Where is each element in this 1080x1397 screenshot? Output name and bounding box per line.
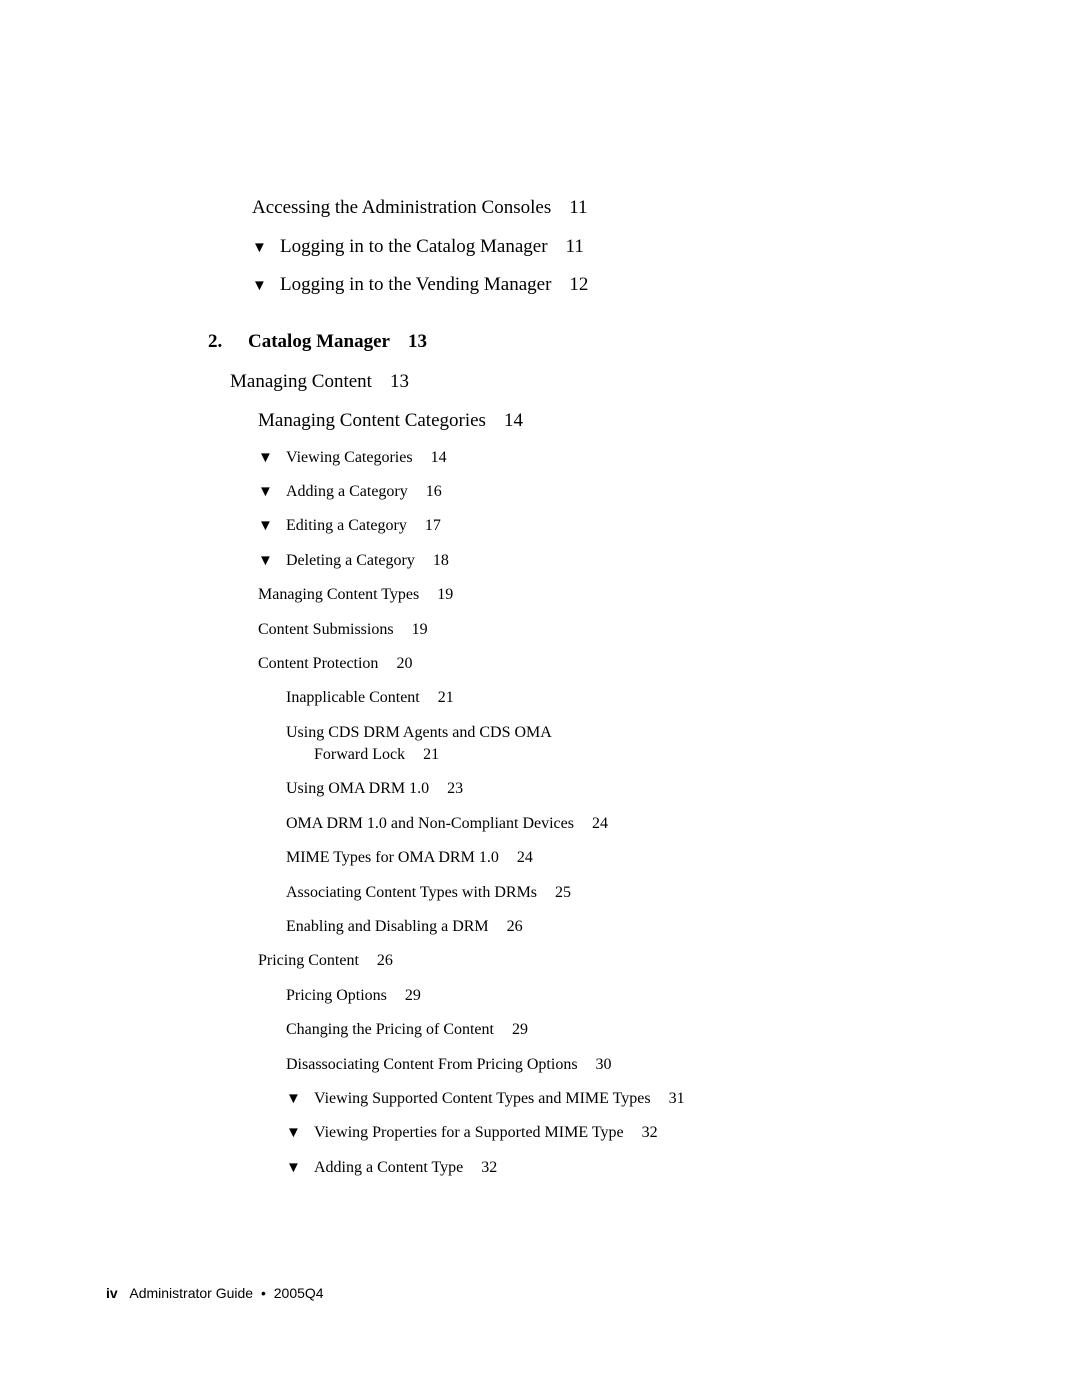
toc-title: Adding a Category	[286, 483, 408, 500]
toc-page: 19	[437, 586, 453, 603]
toc-page: 21	[438, 689, 454, 706]
footer-date: 2005Q4	[274, 1285, 324, 1301]
toc-entry: Content Protection 20	[258, 653, 950, 675]
toc-entry-bullet: ▼ Deleting a Category 18	[258, 550, 950, 572]
toc-title: Accessing the Administration Consoles	[252, 197, 551, 218]
toc-page: 12	[569, 274, 588, 295]
toc-page: 19	[412, 621, 428, 638]
page-footer: iv Administrator Guide • 2005Q4	[106, 1285, 324, 1301]
toc-entry-bullet: ▼ Editing a Category 17	[258, 515, 950, 537]
toc-title: Content Protection	[258, 655, 378, 672]
toc-entry: Content Submissions 19	[258, 619, 950, 641]
chapter-title: Catalog Manager	[248, 331, 390, 352]
toc-page: 14	[504, 410, 523, 431]
toc-page: 32	[481, 1159, 497, 1176]
toc-page: 21	[423, 746, 439, 763]
toc-page: 13	[408, 331, 427, 352]
toc-entry: Managing Content 13	[230, 369, 950, 396]
toc-title: Logging in to the Vending Manager	[280, 274, 551, 295]
footer-page-number: iv	[106, 1285, 118, 1301]
toc-entry: Inapplicable Content 21	[286, 687, 950, 709]
toc-title: Disassociating Content From Pricing Opti…	[286, 1056, 578, 1073]
toc-entry-bullet: ▼ Logging in to the Catalog Manager 11	[252, 234, 950, 261]
bullet-icon: ▼	[252, 238, 264, 259]
toc-title: Deleting a Category	[286, 552, 415, 569]
toc-title: Forward Lock	[314, 746, 405, 763]
toc-title: MIME Types for OMA DRM 1.0	[286, 849, 499, 866]
bullet-icon: ▼	[258, 448, 270, 469]
toc-title: OMA DRM 1.0 and Non-Compliant Devices	[286, 815, 574, 832]
toc-page: 32	[642, 1124, 658, 1141]
toc-chapter: 2.Catalog Manager 13	[208, 329, 950, 356]
toc-entry: Enabling and Disabling a DRM 26	[286, 916, 950, 938]
toc-title: Logging in to the Catalog Manager	[280, 236, 548, 257]
bullet-icon: ▼	[258, 516, 270, 537]
toc-page: 24	[592, 815, 608, 832]
bullet-icon: ▼	[286, 1123, 298, 1144]
toc-page: 29	[512, 1021, 528, 1038]
toc-title: Viewing Supported Content Types and MIME…	[314, 1090, 651, 1107]
toc-page: 18	[433, 552, 449, 569]
toc-title: Viewing Categories	[286, 449, 413, 466]
toc-entry-bullet: ▼ Adding a Category 16	[258, 481, 950, 503]
toc-entry-bullet: ▼ Adding a Content Type 32	[286, 1157, 950, 1179]
toc-entry-bullet: ▼ Viewing Categories 14	[258, 447, 950, 469]
toc-entry: Associating Content Types with DRMs 25	[286, 882, 950, 904]
toc-page: 11	[566, 236, 584, 257]
toc-title: Managing Content Categories	[258, 410, 486, 431]
toc-entry: Using CDS DRM Agents and CDS OMA	[286, 722, 686, 744]
bullet-icon: ▼	[286, 1158, 298, 1179]
toc-title: Inapplicable Content	[286, 689, 420, 706]
toc-title: Managing Content	[230, 371, 372, 392]
toc-page: 25	[555, 884, 571, 901]
chapter-number: 2.	[208, 329, 248, 356]
toc-title: Viewing Properties for a Supported MIME …	[314, 1124, 624, 1141]
toc-title: Pricing Content	[258, 952, 359, 969]
footer-doc-title: Administrator Guide	[129, 1285, 253, 1301]
toc-page: 26	[377, 952, 393, 969]
toc-entry-bullet: ▼ Viewing Supported Content Types and MI…	[286, 1088, 950, 1110]
toc-title: Pricing Options	[286, 987, 387, 1004]
bullet-icon: ▼	[286, 1089, 298, 1110]
toc-title: Content Submissions	[258, 621, 394, 638]
toc-page: 13	[390, 371, 409, 392]
toc-page: 30	[596, 1056, 612, 1073]
toc-entry-continuation: Forward Lock 21	[314, 744, 950, 766]
toc-title: Using CDS DRM Agents and CDS OMA	[286, 724, 552, 741]
toc-title: Using OMA DRM 1.0	[286, 780, 429, 797]
toc-entry: MIME Types for OMA DRM 1.0 24	[286, 847, 950, 869]
footer-separator: •	[261, 1285, 266, 1301]
toc-entry: Using OMA DRM 1.0 23	[286, 778, 950, 800]
toc-title: Changing the Pricing of Content	[286, 1021, 494, 1038]
toc-page: 14	[431, 449, 447, 466]
bullet-icon: ▼	[252, 276, 264, 297]
toc-entry: Pricing Options 29	[286, 985, 950, 1007]
toc-title: Enabling and Disabling a DRM	[286, 918, 489, 935]
toc-entry: Changing the Pricing of Content 29	[286, 1019, 950, 1041]
toc-page: 20	[396, 655, 412, 672]
bullet-icon: ▼	[258, 551, 270, 572]
toc-entry: Managing Content Categories 14	[258, 408, 950, 435]
toc-page: 23	[447, 780, 463, 797]
toc-entry: Disassociating Content From Pricing Opti…	[286, 1054, 950, 1076]
toc-title: Adding a Content Type	[314, 1159, 463, 1176]
toc-page: 11	[569, 197, 587, 218]
toc-entry: Accessing the Administration Consoles 11	[252, 195, 950, 222]
toc-page: 24	[517, 849, 533, 866]
toc-entry-bullet: ▼ Viewing Properties for a Supported MIM…	[286, 1122, 950, 1144]
toc-entry-bullet: ▼ Logging in to the Vending Manager 12	[252, 272, 950, 299]
toc-page: 31	[669, 1090, 685, 1107]
toc-title: Managing Content Types	[258, 586, 419, 603]
toc-title: Associating Content Types with DRMs	[286, 884, 537, 901]
toc-entry: Managing Content Types 19	[258, 584, 950, 606]
toc-page: 16	[426, 483, 442, 500]
toc-page: 29	[405, 987, 421, 1004]
toc-page: 17	[425, 517, 441, 534]
toc-page: 26	[507, 918, 523, 935]
toc-entry: OMA DRM 1.0 and Non-Compliant Devices 24	[286, 813, 950, 835]
toc-content: Accessing the Administration Consoles11 …	[230, 195, 950, 1191]
toc-title: Editing a Category	[286, 517, 407, 534]
bullet-icon: ▼	[258, 482, 270, 503]
toc-entry: Pricing Content 26	[258, 950, 950, 972]
